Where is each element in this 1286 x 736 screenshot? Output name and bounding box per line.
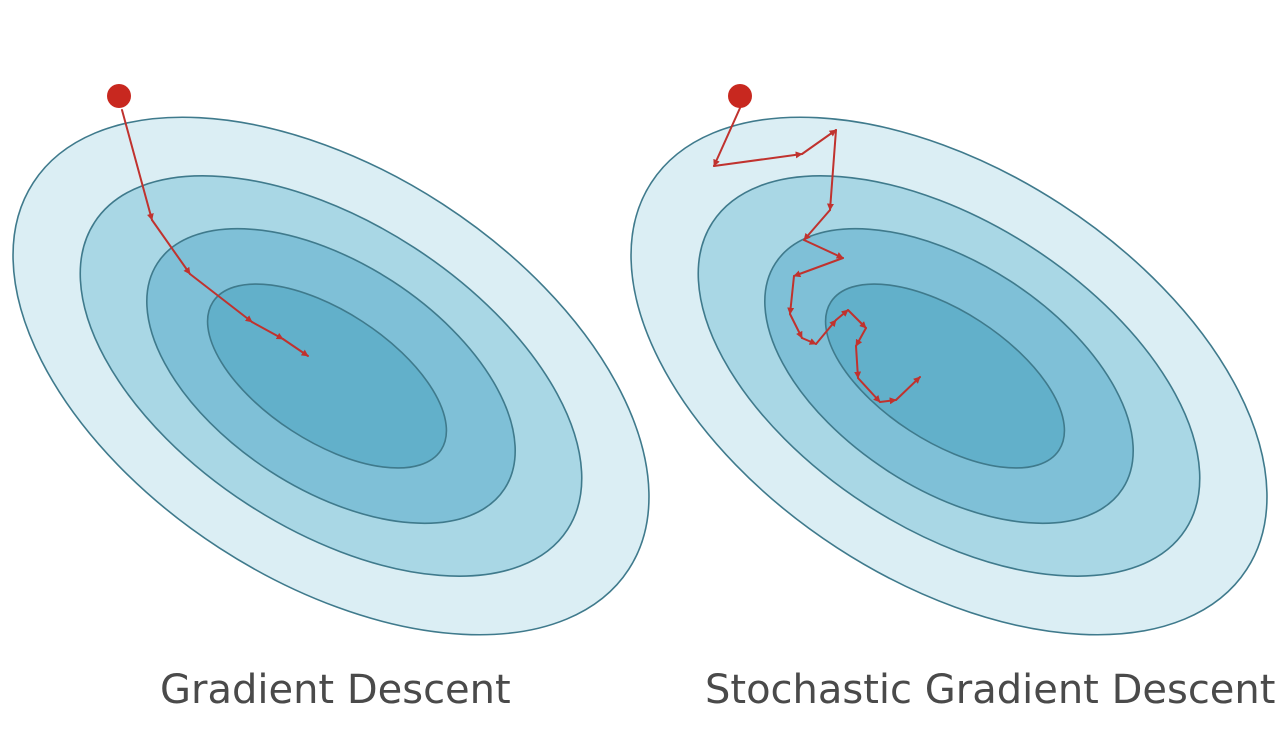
gd-step-arrow (282, 338, 309, 357)
sgd-step-arrow (855, 327, 867, 347)
sgd-step-arrow (713, 107, 741, 167)
sgd-contour-level-4 (824, 283, 1066, 469)
sgd-step-arrow (895, 376, 921, 401)
sgd-step-arrow (815, 319, 837, 345)
gd-step-arrow (121, 109, 154, 221)
sgd-step-arrow (857, 377, 881, 403)
sgd-step-arrow (793, 257, 844, 278)
gd-start-point-icon (107, 84, 131, 108)
sgd-step-arrow (826, 129, 837, 211)
sgd-step-arrow (801, 129, 837, 155)
sgd-step-arrow (787, 275, 795, 315)
sgd-step-arrow (789, 313, 803, 339)
sgd-step-arrow (835, 309, 849, 321)
sgd-step-arrow (847, 309, 867, 329)
sgd-step-arrow (713, 151, 803, 167)
sgd-step-arrow (803, 239, 844, 259)
sgd-start-point-icon (728, 84, 752, 108)
gd-step-arrow (251, 321, 284, 340)
sgd-step-arrow (801, 337, 817, 345)
sgd-contour-plot (630, 116, 1268, 636)
gd-contour-plot (12, 116, 650, 636)
sgd-step-arrow (803, 209, 831, 241)
sgd-caption: Stochastic Gradient Descent (705, 667, 1276, 713)
sgd-descent-path (713, 107, 921, 405)
gd-caption: Gradient Descent (160, 667, 511, 713)
gd-descent-path (121, 109, 309, 357)
gd-step-arrow (189, 273, 253, 323)
gd-step-arrow (151, 219, 191, 275)
sgd-step-arrow (879, 397, 897, 405)
sgd-step-arrow (854, 345, 862, 379)
